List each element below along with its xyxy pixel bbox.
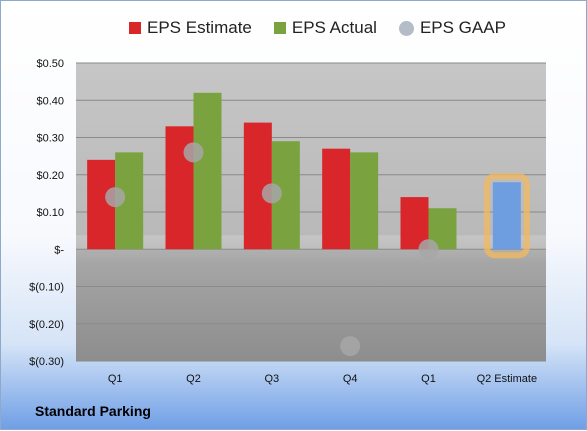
legend-swatch-eps-actual	[273, 22, 286, 34]
legend-swatch-eps-gaap	[398, 20, 414, 36]
bar-eps-actual	[193, 92, 222, 250]
legend-label-eps-actual: EPS Actual	[291, 18, 377, 37]
bar-eps-actual	[350, 152, 379, 250]
legend: EPS Estimate EPS Actual EPS GAAP	[129, 18, 528, 38]
x-tick-label: Q2 Estimate	[477, 373, 538, 385]
y-tick-label: $(0.10)	[29, 282, 64, 294]
plot-area-negative	[76, 249, 546, 361]
legend-swatch-eps-estimate	[129, 22, 141, 34]
company-name: Standard Parking	[35, 403, 151, 419]
y-tick-label: $0.40	[36, 95, 64, 107]
x-tick-label: Q4	[343, 373, 358, 385]
point-eps-gaap	[105, 187, 126, 208]
point-eps-gaap	[418, 239, 439, 260]
x-tick-label: Q1	[421, 373, 436, 385]
point-eps-gaap	[340, 336, 361, 357]
y-tick-label: $(0.20)	[29, 319, 64, 331]
y-tick-label: $(0.30)	[29, 356, 64, 368]
legend-item-eps-actual: EPS Actual	[273, 18, 377, 38]
legend-label-eps-estimate: EPS Estimate	[147, 18, 252, 37]
legend-label-eps-gaap: EPS GAAP	[419, 18, 506, 37]
y-tick-label: $-	[54, 244, 64, 256]
x-tick-label: Q3	[264, 373, 279, 385]
y-tick-label: $0.20	[36, 170, 64, 182]
highlight-glow	[483, 173, 530, 259]
y-tick-label: $0.50	[36, 58, 64, 70]
legend-item-eps-estimate: EPS Estimate	[129, 18, 252, 38]
point-eps-gaap	[183, 142, 204, 163]
bar-eps-estimate	[322, 148, 351, 250]
legend-item-eps-gaap: EPS GAAP	[398, 18, 506, 38]
y-tick-label: $0.30	[36, 133, 64, 145]
plot-area-positive	[76, 63, 546, 250]
x-tick-label: Q2	[186, 373, 201, 385]
bar-eps-estimate-highlight	[492, 182, 521, 250]
y-tick-label: $0.10	[36, 207, 64, 219]
point-eps-gaap	[261, 183, 282, 204]
x-tick-label: Q1	[108, 373, 123, 385]
